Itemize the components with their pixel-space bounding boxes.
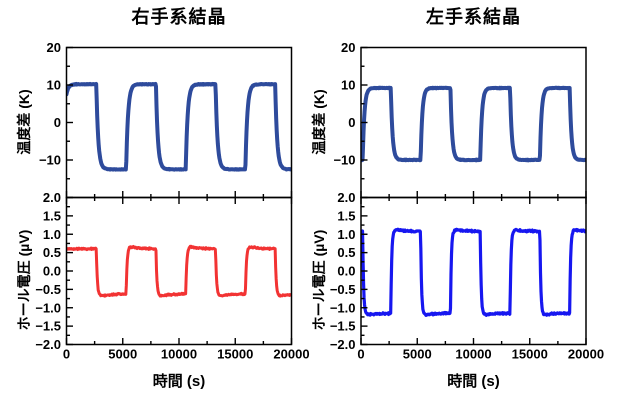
lh-temp-frame: [360, 46, 587, 199]
svg-text:2.0: 2.0: [43, 190, 61, 205]
svg-text:10000: 10000: [161, 347, 197, 362]
svg-text:15000: 15000: [217, 347, 253, 362]
rh-hall-tick-labels: 2.0 1.5 1.0 0.5 0.0 −0.5 −1.0 −1.5 −2.00 5000 1000…: [35, 190, 309, 362]
svg-text:−0.5: −0.5: [330, 282, 356, 297]
lh-hall-frame: [360, 196, 587, 346]
svg-text:0: 0: [63, 347, 70, 362]
y-axis-label-temp-right: 温度差 (K): [16, 89, 32, 155]
rh-hall-trace: [66, 244, 292, 298]
rh-hall-ticks: [65, 196, 293, 346]
svg-text:20000: 20000: [273, 347, 309, 362]
rh-temp-trace: [66, 81, 292, 172]
svg-text:20000: 20000: [568, 347, 604, 362]
svg-text:−1.0: −1.0: [330, 300, 356, 315]
svg-text:5000: 5000: [108, 347, 137, 362]
rh-hall-frame: [65, 196, 293, 346]
svg-text:1.0: 1.0: [43, 227, 61, 242]
x-axis-label-right-column: 時間 (s): [152, 373, 206, 390]
svg-text:1.0: 1.0: [337, 227, 355, 242]
panel-title-right-handed-crystal: 右手系結晶: [131, 7, 227, 27]
svg-text:5000: 5000: [403, 347, 432, 362]
svg-text:2.0: 2.0: [337, 190, 355, 205]
lh-hall-tick-labels: 2.0 1.5 1.0 0.5 0.0 −0.5 −1.0 −1.5 −2.00 5000 1000…: [330, 190, 604, 362]
x-axis-label-left-column: 時間 (s): [447, 373, 500, 390]
rh-temp-frame: [65, 46, 293, 199]
svg-text:10000: 10000: [455, 347, 491, 362]
svg-text:10: 10: [47, 78, 61, 93]
svg-text:−10: −10: [39, 153, 61, 168]
svg-text:−0.5: −0.5: [35, 282, 61, 297]
lh-hall-trace: [361, 227, 586, 317]
svg-text:1.5: 1.5: [337, 208, 355, 223]
svg-text:−10: −10: [333, 153, 355, 168]
y-axis-label-hall-left: ホール電圧 (µV): [310, 229, 327, 331]
svg-text:−2.0: −2.0: [330, 337, 356, 352]
svg-text:1.5: 1.5: [43, 208, 61, 223]
svg-text:0.0: 0.0: [43, 264, 61, 279]
svg-text:0.5: 0.5: [43, 245, 61, 260]
chart-rh-hall: 2.0 1.5 1.0 0.5 0.0 −0.5 −1.0 −1.5 −2.00 5000 1000…: [35, 190, 309, 362]
svg-text:20: 20: [341, 40, 355, 55]
lh-temp-ticks: [360, 46, 587, 199]
y-axis-label-hall-right: ホール電圧 (µV): [16, 229, 32, 331]
svg-text:−1.5: −1.5: [35, 319, 61, 334]
panel-title-left-handed-crystal: 左手系結晶: [426, 7, 521, 27]
lh-temp-tick-labels: 20 10 0 −10: [333, 40, 355, 168]
rh-temp-ticks: [65, 46, 293, 199]
svg-text:0: 0: [348, 115, 355, 130]
svg-text:−1.5: −1.5: [330, 319, 356, 334]
svg-text:0.0: 0.0: [337, 264, 355, 279]
y-axis-label-temp-left: 温度差 (K): [310, 89, 327, 155]
chart-lh-hall: 2.0 1.5 1.0 0.5 0.0 −0.5 −1.0 −1.5 −2.00 5000 1000…: [330, 190, 604, 362]
svg-text:−2.0: −2.0: [35, 337, 61, 352]
lh-hall-ticks: [360, 196, 587, 346]
chart-lh-temp: 20 10 0 −10: [333, 40, 587, 199]
svg-text:−1.0: −1.0: [35, 300, 61, 315]
svg-text:0.5: 0.5: [337, 245, 355, 260]
rh-temp-tick-labels: 20 10 0 −10: [39, 40, 61, 168]
svg-text:0: 0: [357, 347, 364, 362]
svg-text:10: 10: [341, 78, 355, 93]
svg-text:15000: 15000: [512, 347, 548, 362]
lh-temp-trace: [361, 85, 586, 163]
chart-rh-temp: 20 10 0 −10: [39, 40, 293, 199]
svg-text:0: 0: [54, 115, 61, 130]
svg-text:20: 20: [47, 40, 61, 55]
